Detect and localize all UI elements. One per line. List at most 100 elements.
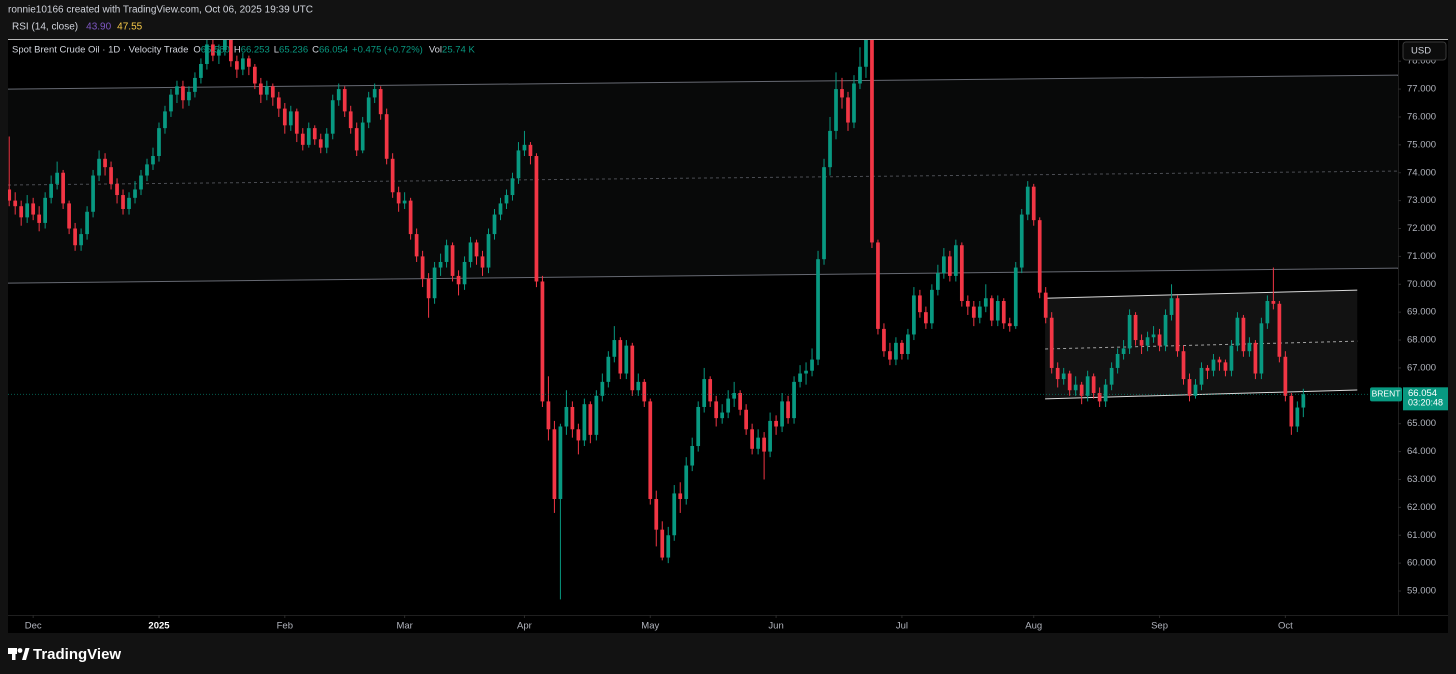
candle-body xyxy=(480,256,485,268)
candle-body xyxy=(229,40,233,62)
candle-body xyxy=(792,381,796,419)
candle-body xyxy=(708,379,713,402)
candle-body xyxy=(169,94,173,112)
candle-body xyxy=(223,40,227,51)
candle-body xyxy=(1121,348,1126,354)
candle-body xyxy=(552,429,557,499)
candle-body xyxy=(816,259,820,360)
x-tick-label: Apr xyxy=(517,621,532,632)
candle-body xyxy=(55,172,59,184)
candle-body xyxy=(846,97,850,123)
candle-body xyxy=(252,66,257,84)
candle-body xyxy=(618,340,623,374)
candle-body xyxy=(193,77,197,92)
indicator-name: RSI (14, close) xyxy=(12,22,78,33)
candle-body xyxy=(444,245,449,262)
legend-value: 65.236 xyxy=(279,45,308,56)
candle-body xyxy=(1091,376,1096,394)
candle-body xyxy=(1097,393,1102,402)
candle-body xyxy=(672,493,677,536)
candle-body xyxy=(151,156,155,165)
candle-body xyxy=(37,214,42,223)
candle-body xyxy=(636,381,641,391)
x-tick-label: Mar xyxy=(396,621,412,632)
currency: USD xyxy=(1411,46,1431,57)
currency-box: USD xyxy=(1402,41,1447,61)
x-tick-label: Jul xyxy=(896,621,908,632)
candle-body xyxy=(810,359,814,371)
candle-body xyxy=(414,234,419,257)
candle-body xyxy=(456,275,461,285)
candle-body xyxy=(1199,367,1204,385)
candle-body xyxy=(1103,384,1108,402)
candle-body xyxy=(1109,367,1114,385)
candle-body xyxy=(953,245,958,276)
candle-body xyxy=(528,144,533,157)
candle-body xyxy=(378,89,383,115)
candle-body xyxy=(360,122,365,151)
candle-body xyxy=(145,164,149,176)
candle-body xyxy=(516,150,521,179)
candle-body xyxy=(49,183,53,198)
candle-body xyxy=(959,245,964,302)
candle-body xyxy=(588,404,593,435)
candle-body xyxy=(1187,379,1192,396)
candle-body xyxy=(624,345,629,374)
y-tick-label: 60.000 xyxy=(1407,558,1436,569)
candle-body xyxy=(342,89,347,112)
candle-body xyxy=(786,401,790,419)
candle-body xyxy=(983,298,988,307)
y-tick-label: 68.000 xyxy=(1407,335,1436,346)
candle-body xyxy=(1205,367,1210,371)
plot xyxy=(8,40,1398,600)
candle-body xyxy=(510,178,515,196)
candle-body xyxy=(270,86,275,98)
candle-body xyxy=(989,298,994,321)
x-tick-label: 2025 xyxy=(148,621,170,632)
footer-brand: TradingView xyxy=(33,646,121,663)
channel-upper xyxy=(8,74,1398,90)
candle-body xyxy=(462,261,467,285)
legend-value: 66.253 xyxy=(241,45,270,56)
candle-body xyxy=(246,58,251,67)
axes: 59.000 60.000 61.000 62.000 63.000 64.000 65.0… xyxy=(25,56,1436,632)
candle-body xyxy=(181,86,185,101)
candle-body xyxy=(540,281,545,402)
candle-body xyxy=(1049,317,1054,368)
x-tick-label: Feb xyxy=(277,621,293,632)
candle-body xyxy=(1229,345,1234,371)
candle-body xyxy=(1223,362,1228,371)
candle-body xyxy=(726,398,731,413)
candle-body xyxy=(432,267,437,299)
candle-body xyxy=(492,214,497,235)
y-tick-label: 63.000 xyxy=(1407,474,1436,485)
candle-body xyxy=(750,429,754,449)
countdown: 03:20:48 xyxy=(1408,398,1443,408)
candle-body xyxy=(1241,317,1246,352)
candle-body xyxy=(348,111,353,129)
y-tick-label: 77.000 xyxy=(1407,84,1436,95)
y-tick-label: 59.000 xyxy=(1407,586,1436,597)
candle-body xyxy=(714,401,719,419)
candle-body xyxy=(276,97,281,109)
y-tick-label: 76.000 xyxy=(1407,111,1436,122)
y-tick-label: 62.000 xyxy=(1407,502,1436,513)
x-tick-label: May xyxy=(641,621,659,632)
candle-body xyxy=(19,206,24,218)
legend-value: 65.580 xyxy=(201,45,230,56)
candle-body xyxy=(876,242,880,329)
candle-body xyxy=(384,114,389,159)
header: ronnie10166 created with TradingView.com… xyxy=(8,5,313,16)
x-tick-label: Oct xyxy=(1278,621,1293,632)
candle-body xyxy=(288,111,293,126)
indicator-value: 43.90 xyxy=(86,22,111,33)
candle-body xyxy=(522,144,527,151)
candle-body xyxy=(798,373,802,382)
candle-body xyxy=(906,334,910,354)
candle-body xyxy=(732,393,737,399)
candle-body xyxy=(264,86,269,95)
y-tick-label: 71.000 xyxy=(1407,251,1436,262)
candle-body xyxy=(894,342,898,360)
